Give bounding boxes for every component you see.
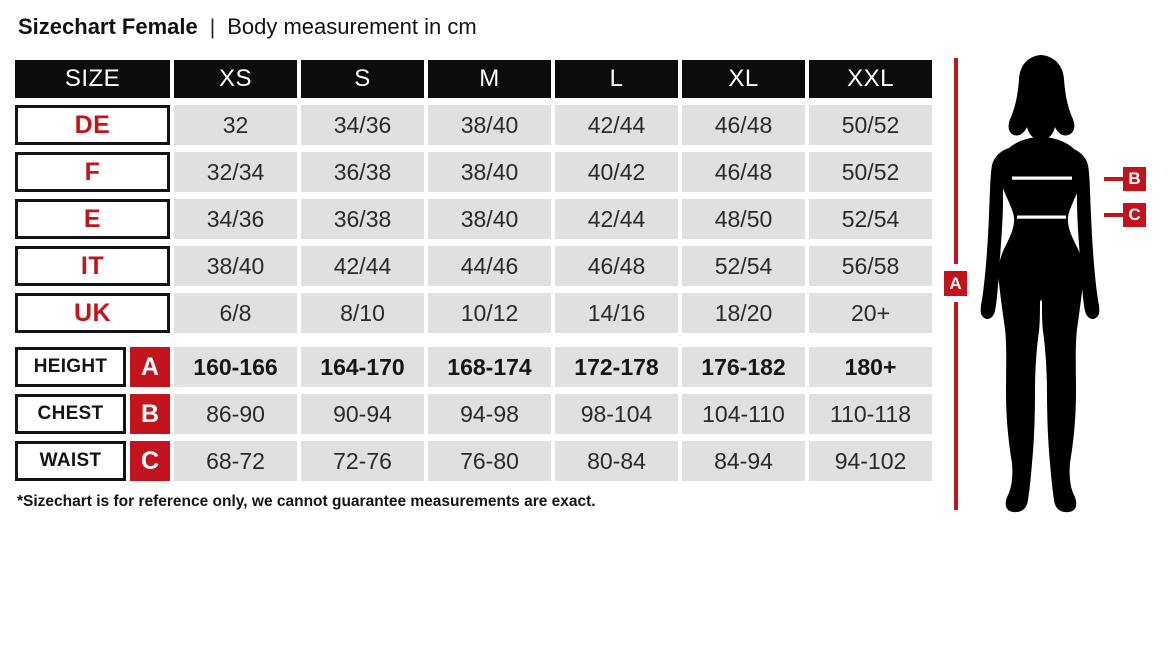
marker-a-figure-badge: A (944, 271, 967, 296)
cell-f-m: 38/40 (428, 152, 551, 192)
row-label-height: HEIGHT (15, 347, 126, 387)
cell-it-xl: 52/54 (682, 246, 805, 286)
title-main: Sizechart Female (18, 14, 198, 39)
cell-uk-l: 14/16 (555, 293, 678, 333)
cell-e-m: 38/40 (428, 199, 551, 239)
silhouette-hair (1008, 55, 1075, 140)
cell-chest-s: 90-94 (301, 394, 424, 434)
row-label-de: DE (15, 105, 170, 145)
cell-height-xs: 160-166 (174, 347, 297, 387)
row-label-it: IT (15, 246, 170, 286)
silhouette-right-arm (1071, 148, 1100, 319)
cell-de-xl: 46/48 (682, 105, 805, 145)
cell-de-l: 42/44 (555, 105, 678, 145)
height-measure-line-bottom (954, 302, 958, 510)
disclaimer-footnote: *Sizechart is for reference only, we can… (17, 493, 596, 510)
cell-e-xxl: 52/54 (809, 199, 932, 239)
cell-chest-l: 98-104 (555, 394, 678, 434)
marker-c-figure-badge: C (1123, 203, 1146, 227)
row-label-chest: CHEST (15, 394, 126, 434)
cell-waist-l: 80-84 (555, 441, 678, 481)
cell-height-s: 164-170 (301, 347, 424, 387)
cell-f-xl: 46/48 (682, 152, 805, 192)
header-cell-size: SIZE (15, 60, 170, 98)
cell-de-xxl: 50/52 (809, 105, 932, 145)
cell-waist-xs: 68-72 (174, 441, 297, 481)
cell-waist-m: 76-80 (428, 441, 551, 481)
cell-de-xs: 32 (174, 105, 297, 145)
cell-it-s: 42/44 (301, 246, 424, 286)
header-cell-l: L (555, 60, 678, 98)
cell-e-s: 36/38 (301, 199, 424, 239)
header-cell-xl: XL (682, 60, 805, 98)
row-label-uk: UK (15, 293, 170, 333)
marker-b-table-badge: B (130, 394, 170, 434)
cell-e-l: 42/44 (555, 199, 678, 239)
marker-c-table-badge: C (130, 441, 170, 481)
cell-it-m: 44/46 (428, 246, 551, 286)
cell-height-xl: 176-182 (682, 347, 805, 387)
cell-it-l: 46/48 (555, 246, 678, 286)
cell-chest-m: 94-98 (428, 394, 551, 434)
cell-f-s: 36/38 (301, 152, 424, 192)
header-cell-m: M (428, 60, 551, 98)
cell-waist-xxl: 94-102 (809, 441, 932, 481)
cell-height-xxl: 180+ (809, 347, 932, 387)
cell-uk-s: 8/10 (301, 293, 424, 333)
cell-waist-s: 72-76 (301, 441, 424, 481)
cell-f-l: 40/42 (555, 152, 678, 192)
cell-chest-xl: 104-110 (682, 394, 805, 434)
height-measure-line-top (954, 58, 958, 264)
waist-pointer-line (1104, 213, 1124, 217)
cell-waist-xl: 84-94 (682, 441, 805, 481)
header-cell-xs: XS (174, 60, 297, 98)
cell-uk-xxl: 20+ (809, 293, 932, 333)
cell-uk-m: 10/12 (428, 293, 551, 333)
cell-de-m: 38/40 (428, 105, 551, 145)
cell-it-xs: 38/40 (174, 246, 297, 286)
cell-it-xxl: 56/58 (809, 246, 932, 286)
female-silhouette-figure (980, 55, 1100, 513)
cell-height-l: 172-178 (555, 347, 678, 387)
row-label-e: E (15, 199, 170, 239)
marker-a-table-badge: A (130, 347, 170, 387)
silhouette-body (998, 137, 1084, 513)
cell-e-xl: 48/50 (682, 199, 805, 239)
header-cell-xxl: XXL (809, 60, 932, 98)
cell-e-xs: 34/36 (174, 199, 297, 239)
cell-uk-xl: 18/20 (682, 293, 805, 333)
title-separator: | (209, 16, 216, 39)
cell-chest-xs: 86-90 (174, 394, 297, 434)
silhouette-left-arm (980, 148, 1009, 319)
chest-measure-line (1012, 176, 1072, 180)
cell-f-xs: 32/34 (174, 152, 297, 192)
sizechart-table: SIZE XS S M L XL XXL DE 32 34/36 38/40 4… (15, 60, 932, 481)
row-label-waist: WAIST (15, 441, 126, 481)
cell-height-m: 168-174 (428, 347, 551, 387)
cell-uk-xs: 6/8 (174, 293, 297, 333)
page-title: Sizechart Female | Body measurement in c… (18, 13, 477, 42)
marker-b-figure-badge: B (1123, 167, 1146, 191)
waist-measure-line (1017, 215, 1066, 219)
row-label-f: F (15, 152, 170, 192)
title-subtitle: Body measurement in cm (227, 14, 477, 39)
cell-chest-xxl: 110-118 (809, 394, 932, 434)
cell-f-xxl: 50/52 (809, 152, 932, 192)
cell-de-s: 34/36 (301, 105, 424, 145)
chest-pointer-line (1104, 177, 1124, 181)
header-cell-s: S (301, 60, 424, 98)
